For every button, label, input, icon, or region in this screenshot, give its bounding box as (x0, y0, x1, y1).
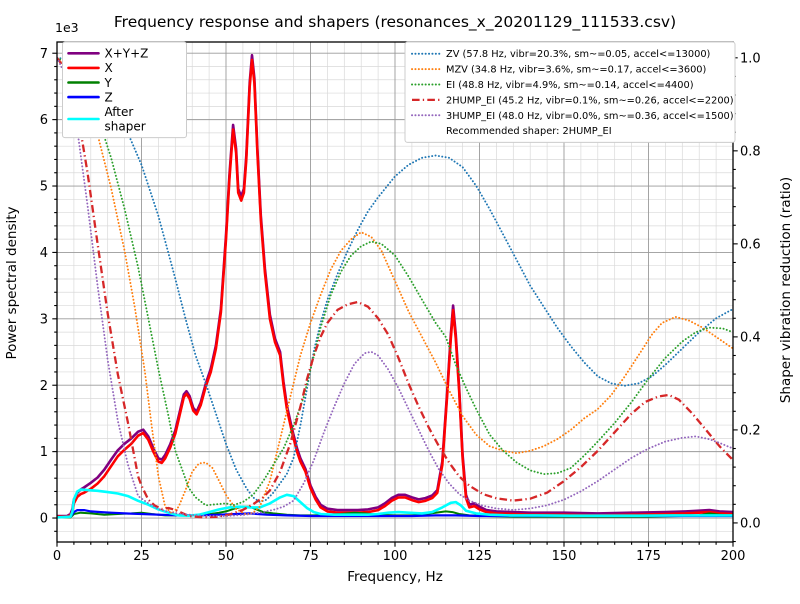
x-tick-label: 75 (302, 549, 319, 564)
y-left-tick-label: 6 (40, 113, 48, 128)
y-left-axis-label: Power spectral density (4, 206, 20, 359)
y-right-tick-label: 0.4 (740, 330, 761, 345)
legend-item-3hump-ei-48-0-hz-vibr-0-0-sm-0-36-accel-1500-: 3HUMP_EI (48.0 Hz, vibr=0.0%, sm~=0.36, … (411, 111, 734, 122)
y-right-tick-labels: 0.0 0.2 0.4 0.6 0.8 1.0 (740, 51, 761, 531)
y-left-tick-label: 0 (40, 512, 48, 527)
legend-label: ZV (57.8 Hz, vibr=20.3%, sm~=0.05, accel… (446, 49, 710, 60)
legend-item-recommended-shaper-2hump-ei: Recommended shaper: 2HUMP_EI (446, 126, 612, 137)
legend-label: Z (105, 90, 113, 104)
y-right-tick-label: 1.0 (740, 51, 761, 66)
x-tick-label: 25 (133, 549, 150, 564)
legend-label: Y (104, 76, 113, 90)
legend-label: EI (48.8 Hz, vibr=4.9%, sm~=0.14, accel<… (446, 80, 694, 91)
legend-item-2hump-ei-45-2-hz-vibr-0-1-sm-0-26-accel-2200-: 2HUMP_EI (45.2 Hz, vibr=0.1%, sm~=0.26, … (412, 95, 734, 106)
legend-label: X (105, 61, 113, 75)
y-right-tick-label: 0.0 (740, 517, 761, 532)
y-left-tick-label: 5 (40, 180, 48, 195)
series-x (57, 58, 733, 518)
y-left-tick-label: 4 (40, 246, 48, 261)
y-right-axis-label: Shaper vibration reduction (ratio) (778, 177, 794, 403)
y-left-tick-label: 2 (40, 379, 48, 394)
y-axis-offset-label: 1e3 (55, 20, 79, 35)
y-right-tick-label: 0.6 (740, 237, 761, 252)
series-3hump-ei (57, 56, 733, 517)
legend-item-ei-48-8-hz-vibr-4-9-sm-0-14-accel-4400-: EI (48.8 Hz, vibr=4.9%, sm~=0.14, accel<… (411, 80, 694, 91)
legend-item-z: Z (67, 90, 113, 104)
legend-item-y: Y (67, 76, 113, 90)
y-right-tick-label: 0.8 (740, 144, 761, 159)
legend-box (404, 41, 736, 143)
y-left-tick-label: 1 (40, 445, 48, 460)
y-left-tick-labels: 0 1 2 3 4 5 6 7 (40, 47, 48, 527)
x-tick-label: 0 (53, 549, 61, 564)
x-tick-label: 50 (218, 549, 235, 564)
x-tick-label: 100 (383, 549, 408, 564)
legend-label: shaper (105, 120, 146, 134)
y-right-tick-label: 0.2 (740, 424, 761, 439)
series-lines (57, 53, 733, 519)
x-tick-labels: 0 25 50 75 100 125 150 175 200 (53, 549, 746, 564)
y-left-tick-label: 3 (40, 312, 48, 327)
legend-item-zv-57-8-hz-vibr-20-3-sm-0-05-accel-13000-: ZV (57.8 Hz, vibr=20.3%, sm~=0.05, accel… (411, 49, 710, 60)
chart-title: Frequency response and shapers (resonanc… (114, 13, 676, 32)
legend-box (62, 41, 187, 139)
y-left-tick-label: 7 (40, 47, 48, 62)
legend-item-x-y-z: X+Y+Z (67, 47, 149, 61)
series-after-shaper (57, 488, 733, 519)
series-zv (57, 56, 733, 503)
x-tick-label: 175 (636, 549, 661, 564)
legend-label: 3HUMP_EI (48.0 Hz, vibr=0.0%, sm~=0.36, … (446, 111, 734, 122)
series-2hump-ei (57, 57, 733, 519)
legend-item-mzv-34-8-hz-vibr-3-6-sm-0-17-accel-3600-: MZV (34.8 Hz, vibr=3.6%, sm~=0.17, accel… (411, 65, 706, 76)
legend-label: X+Y+Z (105, 47, 149, 61)
legend-item-x: X (67, 61, 113, 75)
x-tick-label: 125 (467, 549, 492, 564)
series-ei (57, 56, 733, 507)
x-tick-label: 200 (721, 549, 746, 564)
x-axis-label: Frequency, Hz (347, 569, 443, 585)
legend-label: After (105, 105, 134, 119)
legend-right: ZV (57.8 Hz, vibr=20.3%, sm~=0.05, accel… (404, 41, 736, 143)
legend-label: MZV (34.8 Hz, vibr=3.6%, sm~=0.17, accel… (446, 65, 706, 76)
series-z (57, 509, 733, 519)
legend-label: Recommended shaper: 2HUMP_EI (446, 126, 612, 137)
axis-ticks (52, 52, 738, 547)
legend-label: 2HUMP_EI (45.2 Hz, vibr=0.1%, sm~=0.26, … (446, 95, 734, 106)
x-tick-label: 150 (552, 549, 577, 564)
